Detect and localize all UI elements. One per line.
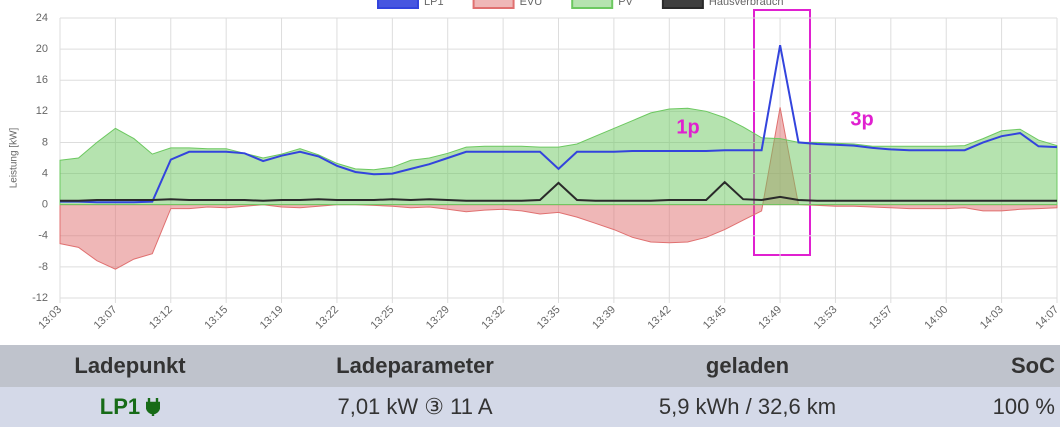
area xyxy=(59,107,1058,206)
line xyxy=(60,45,1058,204)
y-tick-label: 8 xyxy=(42,136,48,148)
x-tick-label: 13:07 xyxy=(92,304,120,332)
y-tick-label: 20 xyxy=(36,43,48,55)
x-tick-label: 13:57 xyxy=(867,304,895,332)
header-cell: Ladepunkt xyxy=(74,353,186,378)
x-tick-label: 13:32 xyxy=(479,304,507,332)
y-tick-label: 0 xyxy=(42,199,48,211)
legend-label: LP1 xyxy=(424,0,444,8)
legend-swatch xyxy=(472,0,515,9)
x-tick-label: 13:53 xyxy=(812,304,840,332)
x-tick-label: 13:19 xyxy=(258,304,286,332)
x-tick-label: 13:39 xyxy=(590,304,618,332)
line xyxy=(60,180,1057,202)
cell: 7,01 kW ③ 11 A xyxy=(337,394,493,419)
x-tick-label: 13:35 xyxy=(535,304,563,332)
cell: LP1 xyxy=(0,394,260,420)
x-tick-label: 13:15 xyxy=(202,304,230,332)
x-tick-label: 13:25 xyxy=(369,304,397,332)
y-tick-label: 16 xyxy=(36,74,48,86)
cell: 5,9 kWh / 32,6 km xyxy=(658,394,837,419)
y-tick-label: 4 xyxy=(42,167,48,179)
y-axis-label: Leistung [kW] xyxy=(9,127,20,188)
header-cell: Ladeparameter xyxy=(336,353,494,378)
x-tick-label: 14:03 xyxy=(978,304,1006,332)
legend-label: PV xyxy=(618,0,633,8)
legend-swatch xyxy=(571,0,614,9)
annotation: 1p xyxy=(676,116,699,138)
legend-label: Hausverbrauch xyxy=(709,0,784,8)
x-tick-label: 13:42 xyxy=(646,304,674,332)
chart: Leistung [kW] -12 -8 -4 0 4 8 12 16 20 24 13:03 13:… xyxy=(9,0,1060,332)
plug-icon xyxy=(146,398,161,416)
annotation: 3p xyxy=(850,108,873,130)
area xyxy=(59,107,1058,270)
x-tick-label: 13:03 xyxy=(36,304,64,332)
x-tick-label: 14:07 xyxy=(1033,304,1060,332)
y-tick-label: 12 xyxy=(36,105,48,117)
y-tick-label: -4 xyxy=(38,230,48,242)
legend-label: EVU xyxy=(520,0,543,8)
highlight-box xyxy=(753,9,811,256)
x-tick-label: 13:29 xyxy=(424,304,452,332)
x-tick-label: 13:49 xyxy=(756,304,784,332)
x-tick-label: 14:00 xyxy=(922,304,950,332)
table: Ladepunkt Ladeparameter geladen SoC LP1 … xyxy=(0,345,1060,427)
header-cell: SoC xyxy=(1011,353,1055,378)
legend-swatch xyxy=(661,0,704,9)
legend-swatch xyxy=(377,0,419,9)
y-tick-label: 24 xyxy=(36,12,48,24)
x-tick-label: 13:45 xyxy=(701,304,729,332)
y-tick-label: -12 xyxy=(32,292,48,304)
chargepoint-name[interactable]: LP1 xyxy=(99,394,141,419)
cell: 100 % xyxy=(992,394,1055,419)
table-row: LP1 7,01 kW ③ 11 A 5,9 kWh / 32,6 km 100… xyxy=(0,387,1060,427)
header-cell: geladen xyxy=(705,353,790,378)
x-tick-label: 13:12 xyxy=(147,304,175,332)
x-tick-label: 13:22 xyxy=(313,304,341,332)
y-tick-label: -8 xyxy=(38,261,48,273)
table-header: Ladepunkt Ladeparameter geladen SoC xyxy=(0,345,1060,387)
